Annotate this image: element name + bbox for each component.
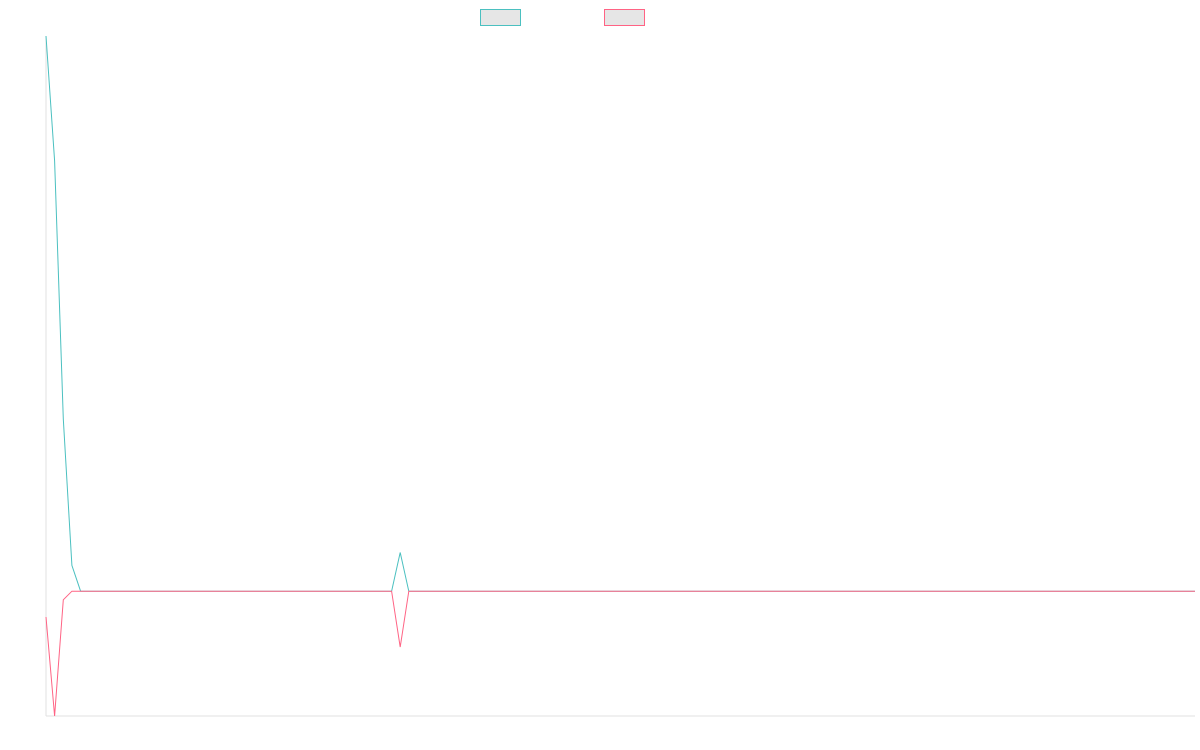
legend-swatch-series-1 (480, 9, 521, 26)
series-line-1 (45, 35, 1195, 592)
legend (0, 9, 1200, 27)
legend-item-series-2[interactable] (604, 9, 651, 26)
series-line-2 (45, 590, 1195, 717)
legend-item-series-1[interactable] (480, 9, 527, 26)
legend-swatch-series-2 (604, 9, 645, 26)
